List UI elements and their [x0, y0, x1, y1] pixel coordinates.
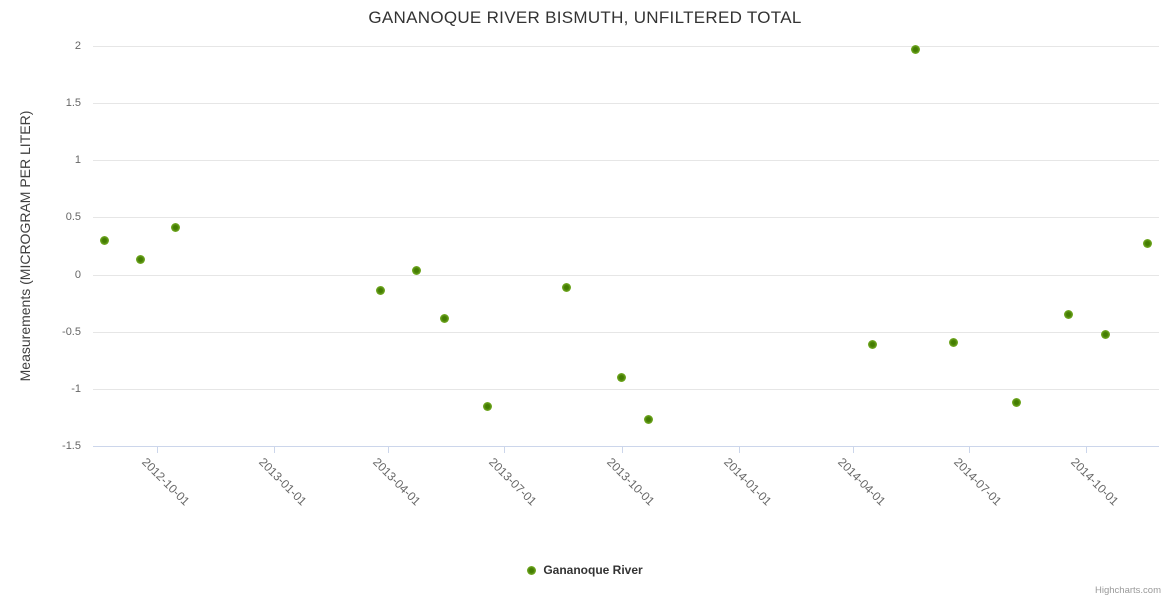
scatter-point[interactable]	[1101, 329, 1110, 339]
x-axis-line	[93, 446, 1159, 447]
y-tick-label: 0.5	[65, 211, 81, 224]
x-tick-label: 2013-07-01	[486, 455, 540, 509]
scatter-point[interactable]	[99, 235, 109, 245]
scatter-point[interactable]	[440, 313, 449, 323]
scatter-point[interactable]	[867, 339, 877, 349]
y-tick-label: 0	[74, 268, 81, 281]
scatter-point[interactable]	[135, 255, 145, 265]
scatter-point[interactable]	[643, 415, 653, 425]
x-tick-label: 2013-10-01	[603, 455, 657, 509]
y-gridline	[93, 388, 1159, 390]
scatter-point[interactable]	[1011, 398, 1021, 408]
scatter-point[interactable]	[483, 401, 493, 411]
x-tick-label: 2012-10-01	[138, 455, 193, 509]
y-tick-label: -1	[71, 382, 81, 395]
scatter-point[interactable]	[1143, 239, 1153, 249]
y-tick-label: 1.5	[65, 97, 81, 110]
x-tick-mark	[1086, 447, 1088, 453]
y-tick-label: -0.5	[62, 325, 81, 338]
x-tick-mark	[388, 447, 390, 453]
scatter-point[interactable]	[617, 372, 627, 382]
legend-item-gananoque-river[interactable]: Gananoque River	[0, 563, 1170, 577]
scatter-point[interactable]	[949, 337, 959, 347]
y-tick-label: 1	[74, 154, 81, 167]
y-gridline	[93, 103, 1159, 105]
scatter-point[interactable]	[911, 44, 921, 54]
x-tick-mark	[738, 447, 740, 453]
scatter-point[interactable]	[376, 286, 386, 296]
scatter-point[interactable]	[562, 282, 572, 292]
highcharts-credit-link[interactable]: Highcharts.com	[1095, 585, 1161, 596]
scatter-point[interactable]	[171, 223, 181, 233]
y-gridline	[93, 274, 1159, 276]
y-gridline	[93, 160, 1159, 162]
x-tick-mark	[273, 447, 275, 453]
legend-label: Gananoque River	[543, 563, 643, 577]
x-tick-mark	[156, 447, 158, 453]
x-tick-mark	[853, 447, 855, 453]
x-tick-label: 2014-04-01	[835, 455, 889, 509]
x-tick-label: 2013-04-01	[370, 455, 424, 509]
y-tick-label: -1.5	[62, 440, 81, 452]
x-tick-label: 2014-10-01	[1068, 455, 1122, 509]
x-tick-label: 2014-01-01	[720, 455, 775, 509]
x-tick-mark	[969, 447, 971, 453]
x-tick-label: 2013-01-01	[255, 455, 310, 509]
x-tick-label: 2014-07-01	[951, 455, 1005, 509]
x-tick-mark	[621, 447, 623, 453]
scatter-point[interactable]	[411, 265, 421, 275]
y-gridline	[93, 46, 1159, 47]
x-tick-mark	[504, 447, 506, 453]
legend-marker-icon	[527, 565, 537, 575]
scatter-point[interactable]	[1064, 310, 1074, 320]
y-axis-title: Measurements (MICROGRAM PER LITER)	[17, 110, 33, 382]
y-gridline	[93, 217, 1159, 219]
y-gridline	[93, 331, 1159, 333]
y-tick-label: 2	[74, 40, 81, 52]
chart-title: GANANOQUE RIVER BISMUTH, UNFILTERED TOTA…	[368, 8, 802, 27]
